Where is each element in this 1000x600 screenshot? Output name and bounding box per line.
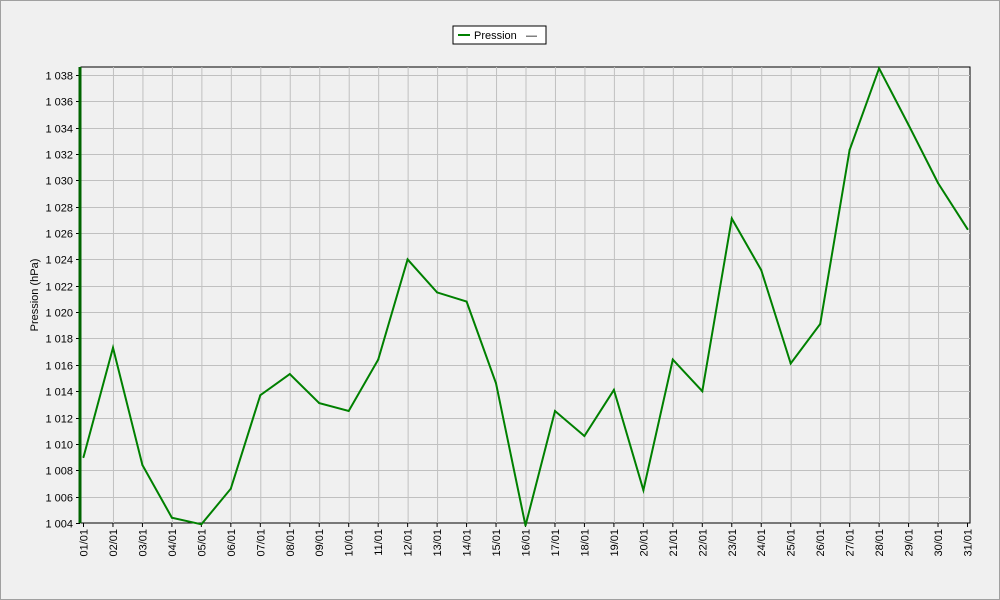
x-tick-label: 13/01 <box>432 529 444 557</box>
x-tick-label: 25/01 <box>786 529 798 557</box>
x-tick-label: 27/01 <box>845 529 857 557</box>
data-point <box>288 373 291 376</box>
data-point <box>789 362 792 365</box>
x-tick-label: 12/01 <box>403 529 415 557</box>
legend-box <box>452 25 547 45</box>
x-tick-label: 14/01 <box>462 529 474 557</box>
data-point <box>760 269 763 271</box>
x-tick-label: 16/01 <box>521 529 533 557</box>
x-tick-label: 04/01 <box>167 529 179 557</box>
y-tick-label: 1 018 <box>45 334 73 346</box>
legend-suffix: — <box>526 30 537 42</box>
data-point <box>937 182 939 184</box>
x-tick-label: 07/01 <box>255 529 267 557</box>
data-point <box>200 523 203 526</box>
data-point <box>170 516 173 519</box>
x-tick-label: 23/01 <box>727 529 739 557</box>
x-tick-label: 10/01 <box>344 529 356 557</box>
data-point <box>141 464 144 466</box>
x-tick-label: 03/01 <box>137 529 149 557</box>
x-tick-label: 22/01 <box>697 529 709 557</box>
data-point <box>701 390 704 393</box>
y-tick-label: 1 010 <box>45 440 73 452</box>
y-tick-label: 1 022 <box>45 282 73 294</box>
x-tick-label: 15/01 <box>491 529 503 557</box>
data-point <box>612 388 615 391</box>
data-point <box>82 456 85 459</box>
data-point <box>495 382 497 385</box>
y-tick-label: 1 024 <box>45 255 73 267</box>
y-tick-label: 1 020 <box>45 308 73 320</box>
y-tick-label: 1 004 <box>45 519 73 531</box>
data-point <box>819 323 822 325</box>
data-point <box>259 394 262 397</box>
x-axis-ticks: 01/01 02/01 03/01 04/01 05/01 06/01 07/01 08/01… <box>79 523 975 557</box>
legend-label: Pression <box>474 30 517 42</box>
y-axis-title: Pression (hPa) <box>29 259 41 332</box>
x-tick-label: 29/01 <box>904 529 916 557</box>
y-tick-label: 1 028 <box>45 203 73 215</box>
y-tick-label: 1 036 <box>45 97 73 109</box>
x-tick-label: 01/01 <box>79 529 91 557</box>
y-tick-label: 1 016 <box>45 361 73 373</box>
x-tick-label: 24/01 <box>756 529 768 557</box>
x-tick-label: 26/01 <box>815 529 827 557</box>
x-tick-label: 09/01 <box>314 529 326 557</box>
y-tick-label: 1 008 <box>45 466 73 478</box>
data-point <box>465 300 468 303</box>
y-tick-label: 1 026 <box>45 229 73 241</box>
data-point <box>878 67 881 70</box>
data-point <box>583 435 586 437</box>
data-point <box>318 402 321 405</box>
x-tick-label: 05/01 <box>196 529 208 557</box>
data-point <box>436 291 439 294</box>
x-tick-label: 02/01 <box>108 529 120 557</box>
x-tick-label: 20/01 <box>638 529 650 557</box>
data-point <box>671 358 674 361</box>
data-point <box>907 124 910 126</box>
x-tick-label: 06/01 <box>226 529 238 557</box>
x-tick-label: 30/01 <box>933 529 945 557</box>
data-point <box>524 524 527 527</box>
data-point <box>642 489 645 492</box>
y-tick-label: 1 032 <box>45 150 73 162</box>
data-point <box>377 358 380 361</box>
y-tick-label: 1 012 <box>45 414 73 426</box>
y-tick-label: 1 038 <box>45 71 73 83</box>
data-point <box>347 410 350 412</box>
grid-vertical <box>112 67 940 523</box>
y-axis-ticks: 1 004 1 006 1 008 1 010 1 012 1 014 1 016 1 018… <box>45 71 80 531</box>
x-tick-label: 18/01 <box>579 529 591 557</box>
y-tick-label: 1 006 <box>45 493 73 505</box>
data-point <box>848 149 851 151</box>
y-tick-label: 1 014 <box>45 387 73 399</box>
series-group <box>82 65 969 527</box>
x-tick-label: 19/01 <box>609 529 621 557</box>
y-tick-label: 1 030 <box>45 176 73 188</box>
x-tick-label: 08/01 <box>285 529 297 557</box>
x-tick-label: 17/01 <box>550 529 562 557</box>
data-point <box>406 258 409 261</box>
data-point <box>966 228 969 231</box>
x-tick-label: 31/01 <box>963 529 975 557</box>
y-tick-label: 1 034 <box>45 124 73 136</box>
legend: Pression — <box>452 25 547 45</box>
data-point <box>730 217 733 220</box>
data-point <box>112 346 114 349</box>
data-point <box>229 487 232 490</box>
x-tick-label: 28/01 <box>874 529 886 557</box>
data-point <box>554 410 556 412</box>
x-tick-label: 11/01 <box>373 529 385 556</box>
x-tick-label: 21/01 <box>668 529 680 557</box>
